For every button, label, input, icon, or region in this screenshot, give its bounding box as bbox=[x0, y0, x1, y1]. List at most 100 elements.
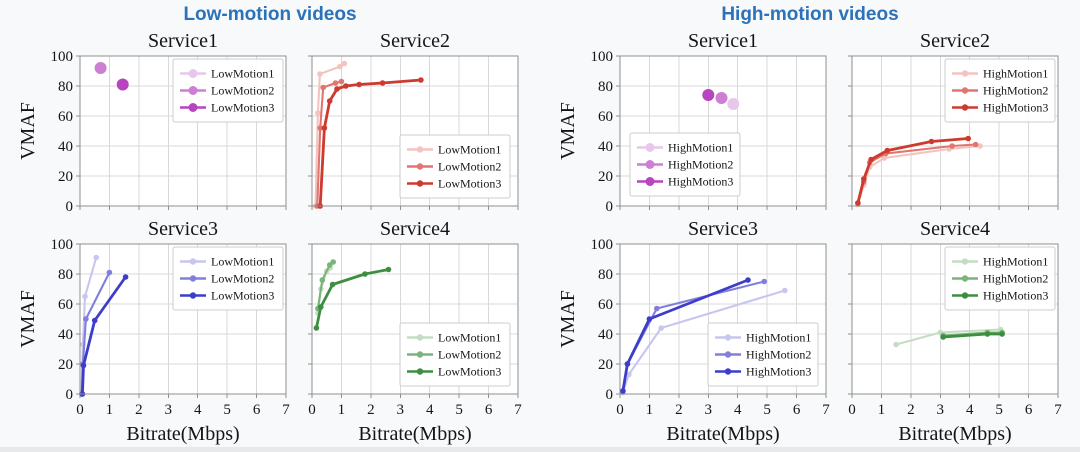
panel-high-grid: 0 20 40 60 80 100 VMAF HighMotion1 HighMotion2 Hi… bbox=[540, 26, 1080, 452]
chart-high-service2: HighMotion1 HighMotion2 HighMotion3 Service… bbox=[840, 26, 1064, 214]
svg-text:60: 60 bbox=[598, 297, 613, 313]
svg-text:7: 7 bbox=[282, 402, 290, 418]
svg-text:5: 5 bbox=[763, 402, 771, 418]
svg-text:1: 1 bbox=[646, 402, 654, 418]
series-HighMotion2 bbox=[715, 92, 728, 104]
legend: HighMotion1 HighMotion2 HighMotion3 bbox=[944, 58, 1056, 123]
svg-text:60: 60 bbox=[598, 109, 613, 125]
svg-text:0: 0 bbox=[76, 402, 84, 418]
x-tick-labels: 0 1 2 3 4 5 6 7 bbox=[308, 402, 522, 418]
svg-text:6: 6 bbox=[1025, 402, 1033, 418]
svg-text:20: 20 bbox=[598, 169, 613, 185]
svg-text:HighMotion2: HighMotion2 bbox=[983, 84, 1048, 98]
y-axis-label: VMAF bbox=[17, 102, 39, 160]
svg-text:1: 1 bbox=[338, 402, 346, 418]
series-HighMotion1 bbox=[727, 98, 740, 110]
svg-text:40: 40 bbox=[58, 139, 73, 155]
x-tick-labels: 0 1 2 3 4 5 6 7 bbox=[848, 402, 1062, 418]
x-axis-label: Bitrate(Mbps) bbox=[898, 423, 1011, 445]
svg-text:3: 3 bbox=[937, 402, 945, 418]
series-LowMotion2 bbox=[315, 259, 336, 312]
svg-text:80: 80 bbox=[58, 267, 73, 283]
y-axis-label: VMAF bbox=[17, 290, 39, 348]
series-HighMotion3 bbox=[940, 331, 1005, 340]
svg-text:4: 4 bbox=[426, 402, 434, 418]
svg-text:2: 2 bbox=[367, 402, 375, 418]
subplot-title: Service4 bbox=[380, 218, 450, 240]
svg-text:100: 100 bbox=[591, 49, 614, 65]
svg-text:0: 0 bbox=[66, 199, 74, 214]
x-axis-label: Bitrate(Mbps) bbox=[126, 423, 239, 445]
axis-ticks bbox=[308, 243, 519, 398]
chart-low-service3: 0 20 40 60 80 100 0 1 2 3 4 5 6 7 VMAF Bitrate(Mbps) Low… bbox=[16, 214, 292, 452]
subplot-title: Service2 bbox=[920, 30, 990, 52]
chart-svg: 0 1 2 3 4 5 6 7Bitrate(Mbps)LowMotion1LowMotion… bbox=[308, 218, 522, 445]
svg-text:20: 20 bbox=[58, 169, 73, 185]
legend: HighMotion1 HighMotion2 HighMotion3 bbox=[629, 132, 741, 197]
svg-text:40: 40 bbox=[598, 139, 613, 155]
svg-text:0: 0 bbox=[308, 402, 316, 418]
axis-ticks bbox=[616, 243, 827, 398]
svg-text:4: 4 bbox=[734, 402, 742, 418]
svg-text:6: 6 bbox=[793, 402, 801, 418]
series-LowMotion3 bbox=[79, 274, 129, 397]
svg-text:0: 0 bbox=[606, 387, 614, 403]
svg-text:HighMotion1: HighMotion1 bbox=[746, 331, 811, 345]
panel-low-motion: Low-motion videos 0 20 40 60 80 100 VMAF LowMot… bbox=[16, 4, 524, 452]
x-axis-label: Bitrate(Mbps) bbox=[358, 423, 471, 445]
axis-ticks bbox=[848, 243, 1059, 398]
subplot-title: Service3 bbox=[688, 218, 758, 240]
series-HighMotion3 bbox=[855, 135, 971, 206]
svg-text:LowMotion3: LowMotion3 bbox=[438, 177, 501, 191]
panel-high-motion: High-motion videos 0 20 40 60 80 100 VMAF HighM… bbox=[540, 0, 1080, 452]
x-axis-label: Bitrate(Mbps) bbox=[666, 423, 779, 445]
svg-text:HighMotion1: HighMotion1 bbox=[668, 141, 733, 155]
y-axis-label: VMAF bbox=[557, 102, 579, 160]
panel-title-high-motion: High-motion videos bbox=[721, 4, 899, 25]
series-HighMotion3 bbox=[620, 277, 751, 394]
svg-text:5: 5 bbox=[995, 402, 1003, 418]
series-LowMotion2 bbox=[314, 78, 345, 209]
svg-text:20: 20 bbox=[598, 357, 613, 373]
series-HighMotion3 bbox=[702, 89, 715, 101]
subplot-title: Service4 bbox=[920, 218, 990, 240]
svg-text:100: 100 bbox=[51, 49, 74, 65]
svg-text:HighMotion3: HighMotion3 bbox=[746, 365, 811, 379]
svg-text:100: 100 bbox=[51, 237, 74, 253]
svg-text:80: 80 bbox=[598, 79, 613, 95]
svg-text:3: 3 bbox=[165, 402, 173, 418]
svg-text:6: 6 bbox=[485, 402, 493, 418]
panel-title-low-motion: Low-motion videos bbox=[183, 4, 357, 25]
legend: LowMotion1 LowMotion2 LowMotion3 bbox=[399, 322, 511, 387]
y-axis-label: VMAF bbox=[557, 290, 579, 348]
series-LowMotion1 bbox=[312, 60, 348, 209]
svg-text:LowMotion1: LowMotion1 bbox=[438, 331, 501, 345]
svg-text:0: 0 bbox=[848, 402, 856, 418]
svg-text:HighMotion3: HighMotion3 bbox=[983, 101, 1048, 115]
chart-svg: 0 20 40 60 80 100 0 1 2 3 4 5 6 7 VMAF Bitrate(Mbps) Low… bbox=[17, 218, 290, 445]
svg-text:LowMotion2: LowMotion2 bbox=[211, 84, 274, 98]
chart-svg: 0 20 40 60 80 100 0 1 2 3 4 5 6 7 VMAF Bitrate(Mbps) Hig… bbox=[557, 218, 830, 445]
legend: LowMotion1 LowMotion2 LowMotion3 bbox=[172, 246, 284, 311]
chart-low-service4: 0 1 2 3 4 5 6 7 Bitrate(Mbps) LowMotion1 LowMotion… bbox=[300, 214, 524, 452]
x-tick-labels: 0 1 2 3 4 5 6 7 bbox=[616, 402, 830, 418]
svg-text:LowMotion2: LowMotion2 bbox=[211, 272, 274, 286]
svg-text:7: 7 bbox=[1054, 402, 1062, 418]
axis-ticks bbox=[76, 243, 287, 398]
axis-ticks bbox=[616, 55, 827, 210]
chart-low-service1: 0 20 40 60 80 100 VMAF LowMotion1 LowMotion2 LowM… bbox=[16, 26, 292, 214]
chart-high-service4: 0 1 2 3 4 5 6 7 Bitrate(Mbps) HighMotion1 HighMoti… bbox=[840, 214, 1064, 452]
chart-svg: LowMotion1 LowMotion2 LowMotion3 Service2 bbox=[308, 30, 519, 210]
chart-low-service2: LowMotion1 LowMotion2 LowMotion3 Service2 bbox=[300, 26, 524, 214]
subplot-title: Service3 bbox=[148, 218, 218, 240]
legend: LowMotion1 LowMotion2 LowMotion3 bbox=[172, 58, 284, 123]
svg-text:20: 20 bbox=[58, 357, 73, 373]
svg-text:2: 2 bbox=[907, 402, 915, 418]
chart-svg: 020406080100VMAFLowMotion1LowMotion2LowM… bbox=[17, 30, 287, 214]
svg-text:2: 2 bbox=[675, 402, 683, 418]
axis-ticks bbox=[848, 55, 1059, 210]
svg-text:1: 1 bbox=[878, 402, 886, 418]
svg-text:LowMotion1: LowMotion1 bbox=[211, 67, 274, 81]
svg-text:100: 100 bbox=[591, 237, 614, 253]
